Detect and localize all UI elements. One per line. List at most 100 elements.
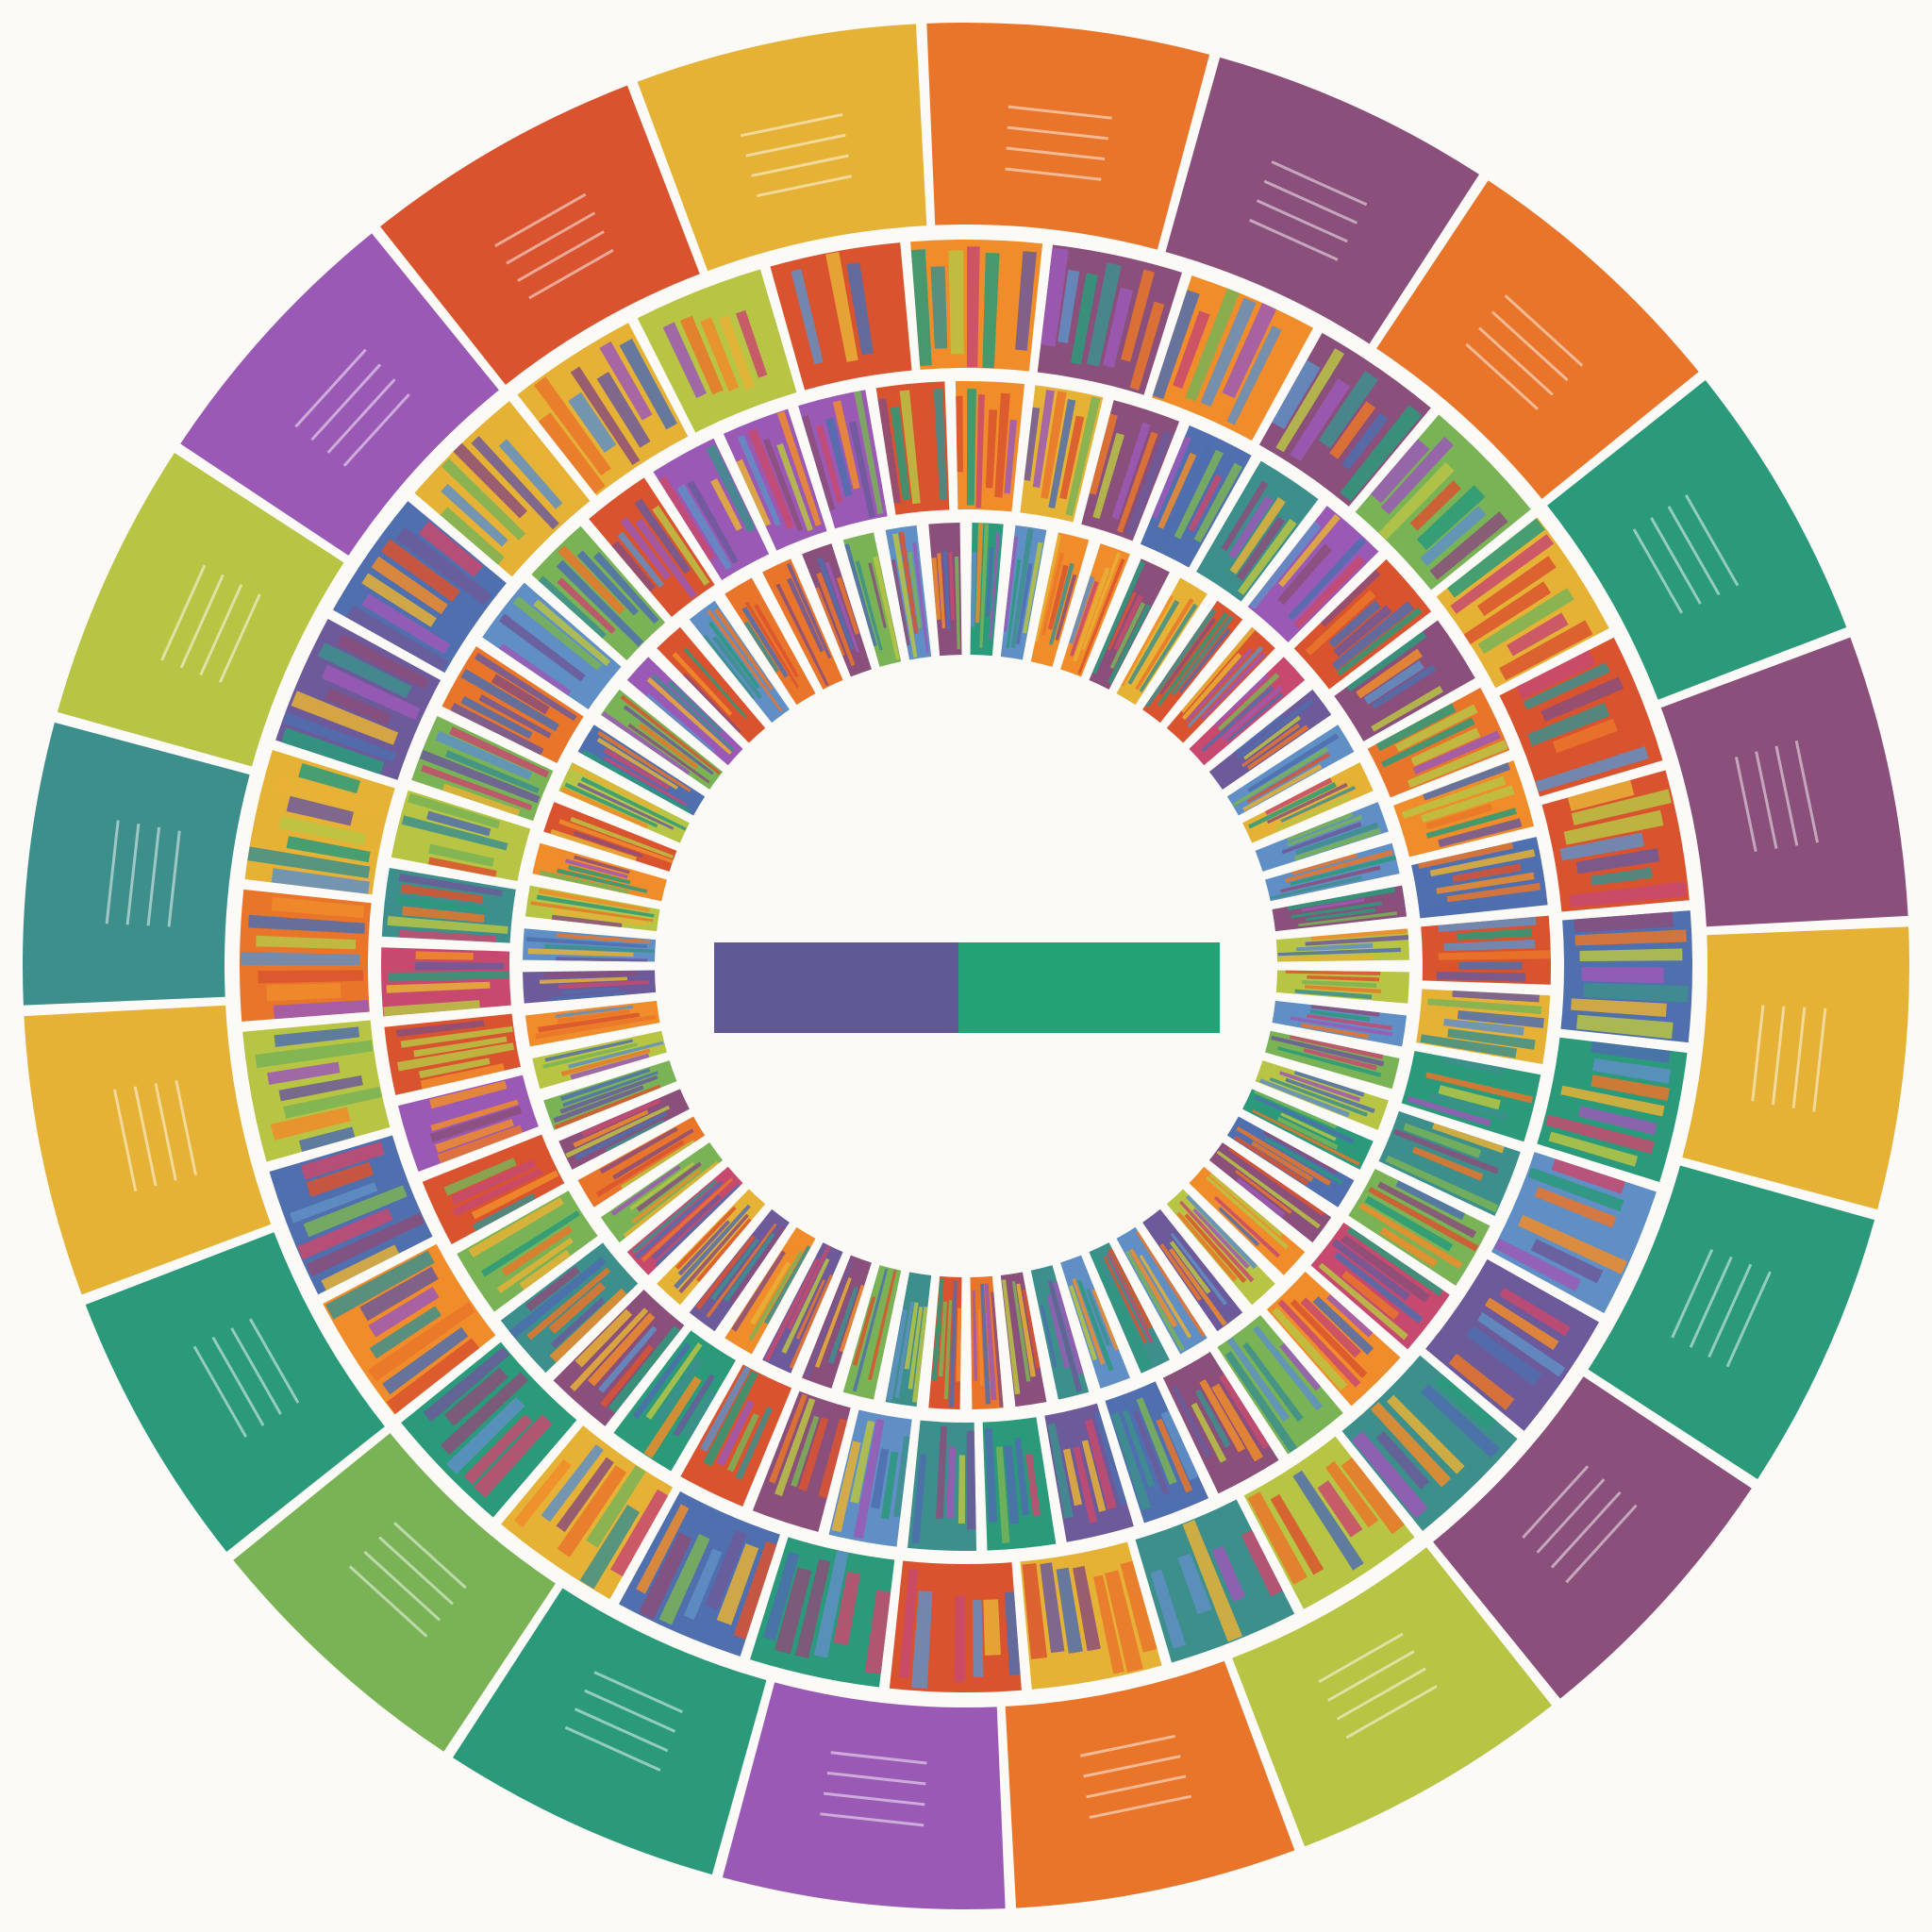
tile-stripe	[1216, 1150, 1321, 1229]
tile-stripe	[791, 1415, 820, 1488]
tile-stripe	[425, 810, 491, 837]
tile-stripe	[910, 249, 932, 367]
tile-stripe	[629, 1161, 695, 1211]
mosaic-tile	[531, 525, 666, 660]
tile-line	[1684, 494, 1740, 587]
tile-stripe	[1092, 1574, 1124, 1674]
tile-stripe	[868, 562, 887, 628]
tile-stripe	[266, 983, 341, 1002]
tile-stripe	[1224, 1351, 1298, 1453]
tile-stripe	[1450, 534, 1555, 614]
tile-stripe	[1302, 979, 1377, 989]
mosaic-tile	[1334, 620, 1475, 741]
tile-stripe	[1200, 297, 1257, 408]
tile-stripe	[762, 438, 804, 532]
tile-stripe	[1579, 948, 1683, 962]
tile-stripe	[1109, 602, 1146, 670]
tile-stripe	[1070, 273, 1098, 365]
tile-stripe	[1091, 560, 1145, 675]
tile-stripe	[1447, 1028, 1536, 1050]
tile-line	[154, 1083, 177, 1181]
tile-stripe	[1424, 895, 1528, 917]
tile-stripe	[908, 552, 923, 629]
tile-stripe	[1370, 1402, 1452, 1488]
tile-stripe	[382, 1326, 469, 1395]
tile-stripe	[1185, 1194, 1257, 1270]
tile-stripe	[1003, 536, 1019, 632]
tile-line	[1086, 1774, 1187, 1799]
tile-stripe	[1022, 1289, 1041, 1369]
tile-stripe	[1010, 528, 1034, 648]
tile-stripe	[571, 764, 660, 813]
tile-stripe	[1423, 762, 1511, 801]
tile-stripe	[1103, 287, 1134, 368]
tile-stripe	[1219, 1374, 1270, 1450]
mosaic-tile	[1588, 1165, 1875, 1480]
tile-stripe	[1181, 652, 1242, 721]
tile-stripe	[1236, 1177, 1286, 1218]
tile-stripe	[980, 1283, 991, 1405]
tile-stripe	[401, 992, 479, 1004]
tile-stripe	[1211, 1545, 1246, 1602]
tile-stripe	[298, 1126, 356, 1153]
tile-stripe	[994, 392, 1010, 498]
tile-stripe	[1032, 390, 1055, 489]
tile-stripe	[388, 971, 509, 982]
tile-stripe	[468, 1197, 564, 1258]
tile-stripe	[1305, 590, 1376, 656]
tile-stripe	[453, 442, 527, 519]
tile-stripe	[1285, 849, 1393, 883]
tile-line	[218, 593, 261, 683]
tile-stripe	[1420, 785, 1515, 824]
tile-stripe	[972, 1600, 984, 1677]
tile-stripe	[1254, 349, 1291, 406]
tile-stripe	[595, 1140, 685, 1197]
tile-stripe	[1187, 645, 1264, 728]
tile-stripe	[1551, 1158, 1626, 1194]
tile-stripe	[1390, 1147, 1498, 1202]
tile-stripe	[1412, 730, 1501, 774]
tile-stripe	[791, 268, 824, 365]
tile-stripe	[408, 792, 501, 829]
tile-stripe	[638, 723, 699, 769]
tile-stripe	[743, 1389, 791, 1487]
tile-stripe	[1132, 1410, 1170, 1496]
tile-stripe	[1056, 1567, 1083, 1654]
tile-stripe	[398, 873, 503, 897]
tile-stripe	[623, 1160, 720, 1238]
tile-line	[1345, 1684, 1438, 1740]
tile-stripe	[876, 1303, 894, 1363]
tile-stripe	[1277, 1046, 1382, 1077]
tile-stripe	[535, 1014, 657, 1040]
tile-stripe	[707, 608, 783, 712]
tile-line	[112, 1089, 138, 1192]
tile-stripe	[570, 366, 641, 466]
tile-stripe	[1458, 961, 1523, 971]
tile-stripe	[271, 896, 365, 919]
center-bar-left	[714, 942, 958, 1033]
tile-stripe	[648, 332, 705, 426]
tile-stripe	[1463, 581, 1552, 645]
tile-stripe	[1291, 853, 1358, 875]
tile-stripe	[1016, 1283, 1036, 1377]
tile-line	[1327, 1650, 1415, 1702]
tile-stripe	[1337, 607, 1423, 676]
tile-stripe	[568, 391, 617, 453]
tile-stripe	[1272, 359, 1321, 430]
mosaic-tile	[452, 1588, 767, 1875]
tile-stripe	[1581, 966, 1664, 984]
tile-stripe	[386, 1338, 480, 1414]
tile-stripe	[564, 858, 628, 879]
tile-stripe	[942, 550, 951, 630]
tile-stripe	[1024, 407, 1041, 481]
tile-stripe	[441, 483, 508, 547]
tile-stripe	[460, 695, 533, 740]
tile-stripe	[1452, 863, 1522, 883]
mosaic-tile	[722, 1682, 1006, 1909]
tile-stripe	[620, 1140, 695, 1190]
tile-stripe	[911, 1307, 928, 1403]
tile-stripe	[1226, 1337, 1291, 1423]
tile-stripe	[1086, 1288, 1111, 1346]
tile-stripe	[938, 1301, 947, 1377]
tile-stripe	[636, 1504, 690, 1594]
